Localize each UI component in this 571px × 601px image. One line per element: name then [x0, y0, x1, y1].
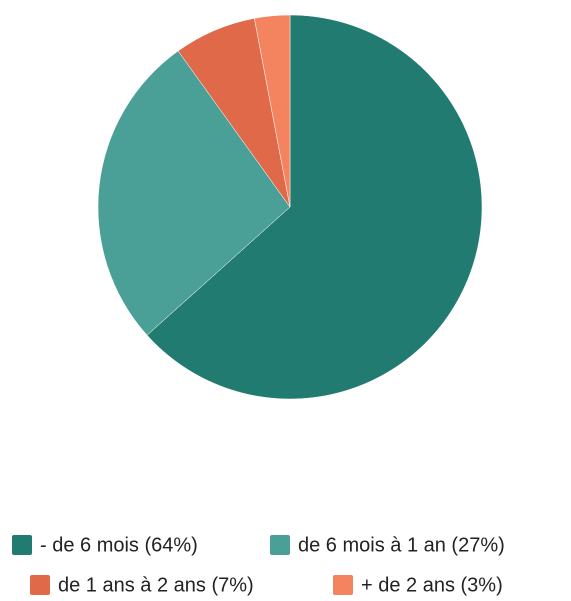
pie-slice — [254, 14, 291, 208]
legend-label: de 1 ans à 2 ans (7%) — [58, 574, 254, 596]
pie-slice — [146, 14, 483, 400]
legend-label: de 6 mois à 1 an (27%) — [298, 534, 505, 556]
pie-slice — [97, 50, 291, 336]
legend-label: + de 2 ans (3%) — [361, 574, 503, 596]
legend-label: - de 6 mois (64%) — [40, 534, 198, 556]
legend-swatch — [270, 535, 290, 555]
legend-swatch — [30, 575, 50, 595]
legend-swatch — [12, 535, 32, 555]
legend-swatch — [333, 575, 353, 595]
